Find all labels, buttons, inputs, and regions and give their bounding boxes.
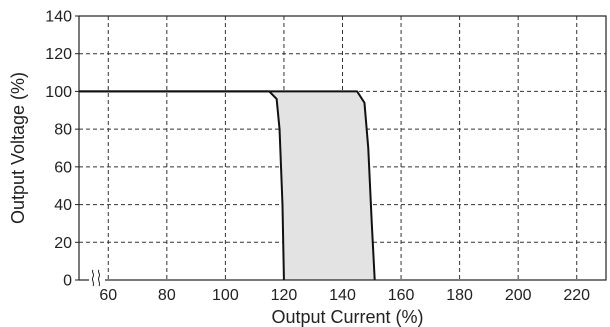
x-tick-label-180: 180 <box>446 287 473 304</box>
series-line-2 <box>79 90 376 281</box>
x-tick-label-200: 200 <box>505 287 532 304</box>
x-axis-break <box>89 269 105 287</box>
x-tick-label-60: 60 <box>99 287 117 304</box>
axis-break-gap <box>89 274 105 286</box>
y-tick-label-20: 20 <box>54 235 72 252</box>
x-axis-title: Output Current (%) <box>271 307 423 327</box>
series-lines <box>79 90 376 281</box>
x-tick-label-140: 140 <box>329 287 356 304</box>
x-tick-label-100: 100 <box>212 287 239 304</box>
y-axis-title: Output Voltage (%) <box>8 72 28 224</box>
x-tick-label-160: 160 <box>388 287 415 304</box>
x-tick-label-120: 120 <box>271 287 298 304</box>
protection-band <box>269 91 375 280</box>
x-tick-label-220: 220 <box>563 287 590 304</box>
y-tick-label-140: 140 <box>45 9 72 26</box>
y-tick-label-0: 0 <box>63 273 72 290</box>
y-tick-label-40: 40 <box>54 197 72 214</box>
axis-break-mark-2 <box>97 269 101 287</box>
y-tick-label-120: 120 <box>45 46 72 63</box>
x-tick-label-80: 80 <box>158 287 176 304</box>
x-axis-ticks: 60 80 100 120 140 160 180 200 220 <box>99 287 590 304</box>
plot-border <box>78 15 607 281</box>
y-axis-ticks: 0 20 40 60 80 100 120 140 <box>45 9 79 290</box>
plot-frame <box>78 15 607 281</box>
y-tick-label-100: 100 <box>45 84 72 101</box>
shaded-region <box>269 91 375 280</box>
y-tick-label-80: 80 <box>54 122 72 139</box>
axis-break-mark-1 <box>91 269 95 287</box>
y-tick-label-60: 60 <box>54 159 72 176</box>
